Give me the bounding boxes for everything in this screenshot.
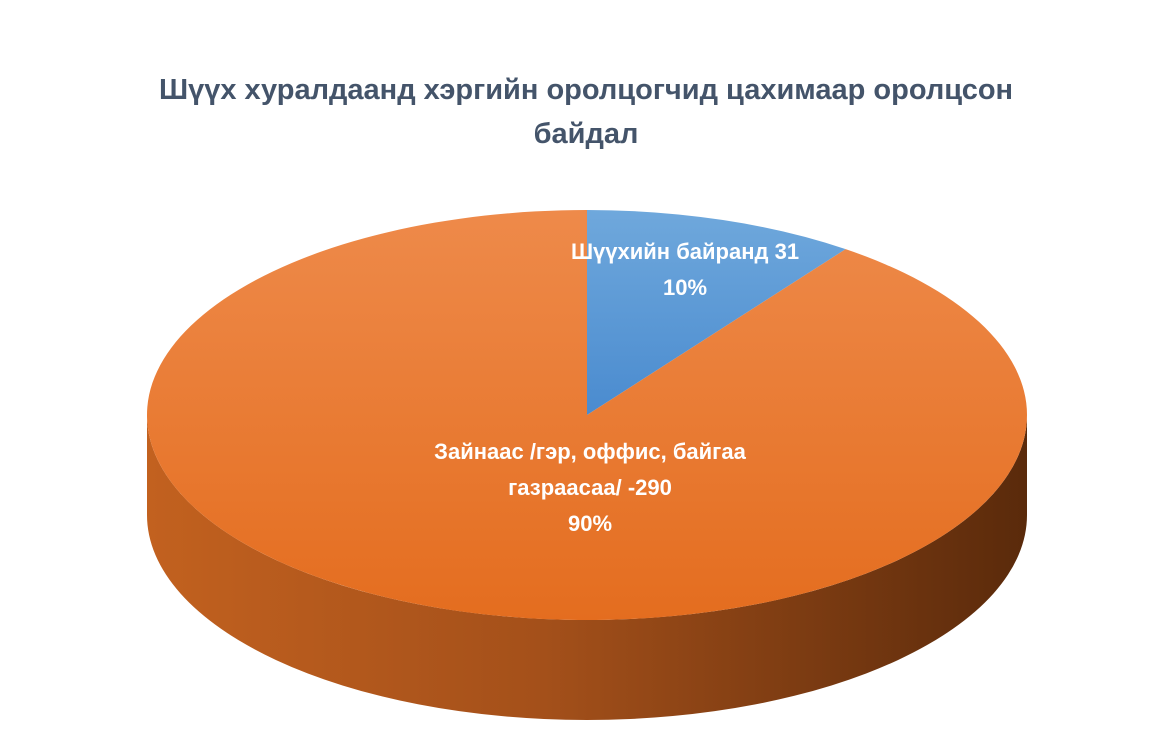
chart-title: Шүүх хуралдаанд хэргийн оролцогчид цахим…	[158, 74, 1014, 150]
value-label: 10%	[662, 275, 708, 300]
value-label: 90%	[567, 511, 613, 536]
slice-label: Зайнаас /гэр, оффис, байгаа газраасаа/ -…	[430, 434, 750, 542]
pie-side	[147, 415, 1027, 720]
pie-slice	[587, 210, 846, 415]
category-label: Шүүхийн байранд 31	[570, 239, 800, 264]
slice-label: Шүүхийн байранд 31 10%	[535, 234, 835, 306]
pie-slice	[146, 210, 1027, 620]
category-label: Зайнаас /гэр, оффис, байгаа газраасаа/ -…	[434, 439, 746, 500]
